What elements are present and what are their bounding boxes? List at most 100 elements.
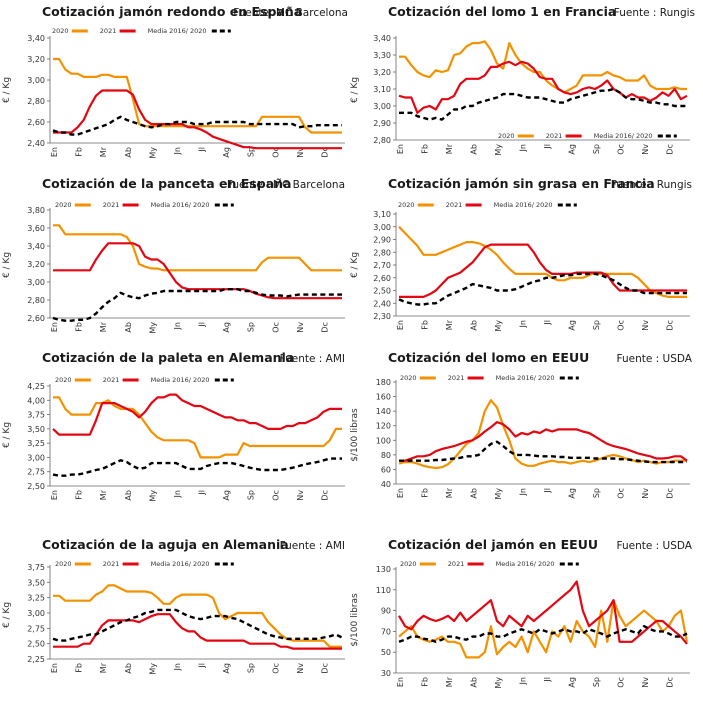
x-tick-label: Jn: [173, 322, 182, 330]
legend-label: Media 2016/ 2020: [148, 27, 207, 35]
y-tick-label: 3,00: [27, 76, 45, 85]
y-tick-label: 3,20: [373, 68, 391, 77]
chart-legend: 2020 2021 Media 2016/ 2020: [52, 27, 231, 35]
x-tick-label: Jl: [543, 488, 552, 494]
x-tick-label: Mr: [445, 487, 454, 498]
x-tick-label: Fb: [75, 322, 84, 332]
y-tick-label: 3,00: [373, 223, 391, 232]
y-tick-label: 2,50: [27, 482, 45, 491]
x-tick-label: My: [494, 144, 503, 156]
y-tick-label: 2,80: [373, 248, 391, 257]
chart-source: Fuente : Rungis: [611, 179, 692, 191]
y-tick-label: 3,25: [27, 594, 45, 603]
x-tick-label: En: [50, 147, 59, 157]
x-tick-label: Sp: [247, 147, 256, 157]
chart-panel-7: Cotización de la aguja en AlemaniaFuente…: [2, 537, 345, 675]
x-tick-label: Ab: [124, 322, 133, 333]
x-tick-label: My: [494, 320, 503, 332]
x-tick-label: Mr: [99, 146, 108, 157]
chart-title: Cotización del jamón en EEUU: [388, 537, 598, 552]
legend-label: 2021: [103, 376, 120, 384]
y-tick-label: 3,25: [27, 439, 45, 448]
chart-legend: 2020 2021 Media 2016/ 2020: [55, 376, 234, 384]
chart-legend: 2020 2021 Media 2016/ 2020: [498, 132, 677, 140]
chart-legend: 2020 2021 Media 2016/ 2020: [398, 201, 577, 209]
x-tick-label: Ab: [124, 663, 133, 674]
x-tick-label: Nv: [296, 322, 305, 333]
y-tick-label: 2,40: [373, 299, 391, 308]
x-tick-label: Jl: [543, 677, 552, 683]
x-tick-label: Ag: [222, 663, 231, 674]
x-tick-label: Jn: [519, 144, 528, 152]
legend-label: 2021: [103, 201, 120, 209]
y-axis-label: € / Kg: [2, 422, 12, 448]
chart-title: Cotización del lomo 1 en Francia: [388, 4, 616, 19]
chart-panel-6: Cotización del lomo en EEUU Fuente : USDA…: [350, 350, 693, 500]
y-tick-label: 160: [376, 393, 391, 402]
chart-panel-3: Cotización de la panceta en EspañaFuente…: [2, 176, 345, 334]
legend-label: 2020: [398, 201, 415, 209]
legend-label: 2021: [448, 374, 465, 382]
y-tick-label: 3,20: [27, 55, 45, 64]
chart-legend: 2020 2021 Media 2016/ 2020: [55, 560, 234, 568]
chart-title: Cotización jamón redondo en España: [42, 4, 302, 19]
y-tick-label: 2,80: [373, 136, 391, 145]
x-tick-label: Oc: [617, 320, 626, 331]
y-tick-label: 2,50: [373, 287, 391, 296]
series-line-s2020: [53, 584, 342, 648]
x-tick-label: En: [50, 490, 59, 500]
x-tick-label: Mr: [99, 321, 108, 332]
y-tick-label: 70: [381, 627, 391, 636]
series-line-s2021: [399, 243, 687, 298]
chart-source: Fuente : AMI: [280, 353, 345, 365]
y-tick-label: 2,60: [27, 314, 45, 323]
chart-source: Fuente : USDA: [617, 353, 693, 365]
x-tick-label: Jn: [519, 320, 528, 328]
x-tick-label: Oc: [617, 488, 626, 499]
y-tick-label: 2,50: [27, 640, 45, 649]
y-axis-label: € / Kg: [350, 252, 360, 278]
x-tick-label: Sp: [592, 144, 601, 154]
series-line-media: [52, 608, 343, 642]
y-tick-label: 130: [376, 565, 391, 574]
x-tick-label: Dc: [666, 677, 675, 688]
y-tick-label: 3,60: [27, 224, 45, 233]
legend-label: Media 2016/ 2020: [151, 376, 210, 384]
y-tick-label: 2,30: [373, 312, 391, 321]
legend-label: 2021: [100, 27, 117, 35]
legend-label: 2021: [446, 201, 463, 209]
y-axis-label: € / Kg: [350, 77, 360, 103]
chart-source: Fuente : USDA: [617, 540, 693, 552]
x-tick-label: Dc: [320, 322, 329, 333]
y-tick-label: 120: [376, 422, 391, 431]
x-tick-label: Oc: [271, 663, 280, 674]
y-tick-label: 2,90: [373, 236, 391, 245]
y-tick-label: 3,20: [27, 260, 45, 269]
legend-label: Media 2016/ 2020: [496, 374, 555, 382]
x-tick-label: Nv: [296, 490, 305, 501]
legend-label: 2020: [498, 132, 515, 140]
x-tick-label: Jn: [519, 677, 528, 685]
x-tick-label: Oc: [271, 490, 280, 501]
x-tick-label: My: [148, 663, 157, 675]
y-tick-label: 3,75: [27, 411, 45, 420]
x-tick-label: Oc: [271, 147, 280, 158]
x-tick-label: Jl: [198, 490, 207, 496]
x-tick-label: My: [494, 677, 503, 689]
x-tick-label: Ag: [222, 147, 231, 158]
y-tick-label: 3,50: [27, 578, 45, 587]
y-tick-label: 40: [381, 480, 391, 489]
chart-legend: 2020 2021 Media 2016/ 2020: [400, 374, 579, 382]
chart-title: Cotización jamón sin grasa en Francia: [388, 176, 655, 191]
x-tick-label: Sp: [247, 322, 256, 332]
x-tick-label: En: [396, 488, 405, 498]
x-tick-label: Ag: [568, 320, 577, 331]
series-line-s2021: [53, 242, 342, 300]
series-line-s2021: [399, 421, 688, 462]
x-tick-label: Mr: [445, 143, 454, 154]
x-tick-label: Fb: [421, 320, 430, 330]
legend-label: 2020: [400, 374, 417, 382]
series-line-s2020: [398, 599, 689, 659]
x-tick-label: Ag: [568, 677, 577, 688]
